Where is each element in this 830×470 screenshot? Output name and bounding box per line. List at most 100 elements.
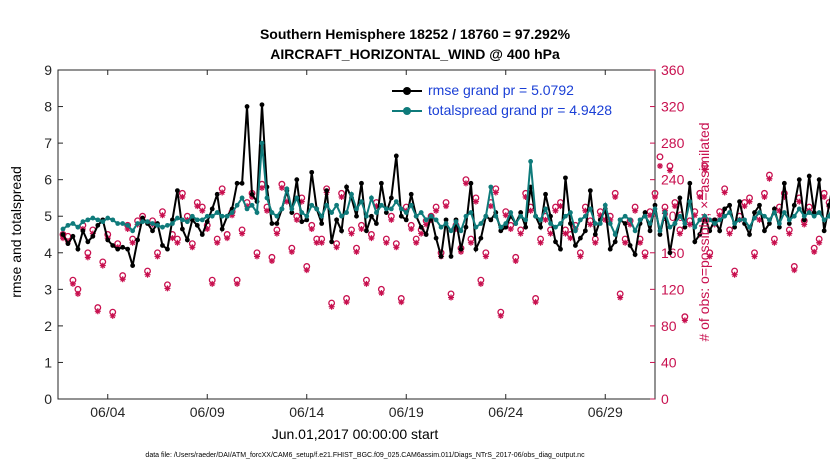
totalspread-point: [806, 210, 812, 215]
obs-assimilated-marker: [224, 235, 231, 242]
obs-assimilated-marker: [746, 198, 753, 205]
rmse-point: [433, 235, 439, 241]
rmse-point: [329, 239, 335, 245]
obs-assimilated-marker: [288, 248, 295, 255]
totalspread-point: [468, 210, 474, 215]
y-right-tick-label: 160: [661, 245, 685, 261]
totalspread-point: [826, 213, 830, 219]
totalspread-point: [234, 202, 240, 208]
totalspread-point: [563, 213, 568, 219]
totalspread-point: [821, 217, 827, 223]
totalspread-line: [62, 143, 830, 238]
obs-assimilated-marker: [214, 239, 221, 246]
totalspread-point: [408, 202, 414, 208]
totalspread-point: [274, 213, 280, 219]
totalspread-point: [135, 221, 141, 226]
totalspread-point: [413, 213, 419, 219]
totalspread-point: [448, 228, 454, 234]
totalspread-point: [493, 213, 499, 219]
obs-assimilated-marker: [453, 226, 459, 233]
rmse-point: [289, 210, 295, 215]
totalspread-point: [199, 217, 205, 223]
rmse-point: [378, 180, 384, 186]
totalspread-point: [369, 195, 374, 201]
x-tick-label: 06/29: [588, 404, 623, 420]
totalspread-point: [747, 224, 752, 230]
rmse-point: [70, 233, 76, 239]
rmse-point: [558, 246, 563, 252]
obs-assimilated-marker: [298, 198, 305, 205]
totalspread-point: [314, 206, 320, 212]
obs-assimilated-marker: [258, 184, 265, 191]
legend-item-totalspread: totalspread grand pr = 4.9428: [392, 100, 632, 120]
obs-assimilated-marker: [467, 239, 474, 246]
rmse-point: [772, 206, 777, 212]
totalspread-point: [677, 213, 683, 219]
totalspread-point: [667, 224, 673, 230]
totalspread-point: [642, 213, 648, 219]
totalspread-point: [259, 140, 265, 146]
obs-assimilated-marker: [219, 189, 226, 196]
rmse-point: [354, 213, 359, 219]
obs-assimilated-marker: [756, 216, 763, 223]
totalspread-point: [597, 221, 603, 226]
rmse-point: [553, 239, 558, 245]
totalspread-point: [60, 226, 66, 232]
rmse-point: [612, 239, 618, 245]
totalspread-point: [418, 210, 424, 215]
rmse-point: [682, 224, 688, 230]
obs-assimilated-marker: [363, 280, 370, 287]
rmse-point: [687, 180, 693, 186]
totalspread-point: [607, 221, 613, 226]
rmse-point: [95, 222, 101, 228]
rmse-point: [786, 221, 792, 226]
rmse-point: [160, 243, 165, 248]
obs-assimilated-marker: [766, 175, 773, 182]
obs-assimilated-marker: [423, 221, 430, 228]
obs-assimilated-marker: [512, 258, 519, 265]
obs-assimilated-marker: [482, 253, 489, 260]
totalspread-point: [65, 222, 71, 228]
rmse-point: [563, 175, 568, 181]
obs-assimilated-marker: [502, 212, 509, 219]
obs-assimilated-marker: [333, 244, 340, 251]
obs-assimilated-marker: [443, 203, 450, 210]
obs-assimilated-marker: [408, 226, 415, 233]
obs-assimilated-marker: [637, 239, 644, 246]
rmse-point: [115, 246, 121, 252]
rmse-point: [587, 188, 593, 194]
obs-assimilated-marker: [686, 221, 693, 228]
obs-assimilated-marker: [308, 226, 315, 233]
obs-assimilated-marker: [159, 212, 166, 219]
rmse-point: [458, 246, 464, 252]
totalspread-point: [140, 219, 145, 225]
obs-assimilated-marker: [557, 203, 564, 210]
rmse-point: [388, 195, 394, 201]
obs-assimilated-marker: [706, 253, 713, 260]
rmse-point: [339, 228, 344, 234]
totalspread-point: [70, 221, 76, 226]
totalspread-point: [289, 206, 295, 212]
obs-assimilated-marker: [273, 230, 280, 237]
obs-assimilated-marker: [721, 189, 728, 196]
obs-assimilated-marker: [632, 207, 639, 214]
obs-assimilated-marker: [343, 299, 350, 306]
totalspread-point: [687, 199, 693, 205]
totalspread-point: [657, 228, 663, 234]
totalspread-point: [354, 206, 359, 212]
rmse-point: [796, 177, 802, 183]
rmse-point: [274, 221, 280, 226]
rmse-point: [239, 180, 245, 186]
totalspread-point: [264, 195, 270, 201]
rmse-point: [538, 224, 543, 230]
obs-assimilated-marker: [771, 239, 778, 246]
rmse-point: [398, 213, 404, 219]
rmse-point: [518, 210, 524, 215]
y-right-tick-label: 40: [661, 354, 677, 370]
legend-totalspread-label: totalspread grand pr = 4.9428: [428, 102, 613, 118]
rmse-point: [219, 226, 225, 232]
totalspread-point: [697, 217, 703, 223]
obs-assimilated-marker: [612, 194, 619, 201]
obs-assimilated-marker: [656, 162, 663, 169]
obs-assimilated-marker: [671, 203, 678, 210]
